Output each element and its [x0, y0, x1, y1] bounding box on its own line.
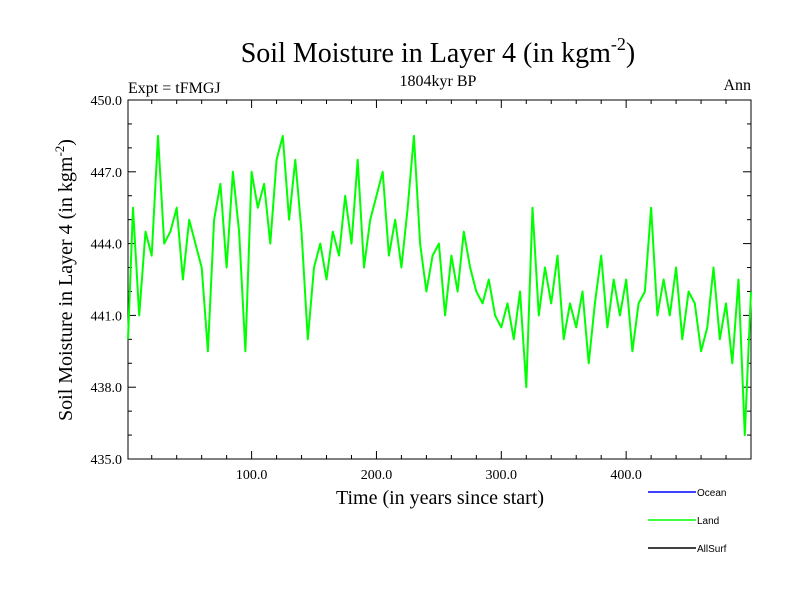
- legend-label-land: Land: [697, 516, 719, 527]
- x-tick-label: 100.0: [236, 468, 268, 483]
- x-tick-label: 200.0: [361, 468, 393, 483]
- x-axis: 100.0 200.0 300.0 400.0: [151, 100, 727, 483]
- series-line-land: [127, 134, 752, 437]
- y-tick-label: 438.0: [91, 381, 123, 396]
- x-tick-label: 400.0: [610, 468, 642, 483]
- x-tick-label: 300.0: [486, 468, 518, 483]
- chart-title: Soil Moisture in Layer 4 (in kgm-2): [241, 34, 636, 69]
- experiment-label: Expt = tFMGJ: [128, 80, 221, 97]
- y-tick-label: 447.0: [91, 166, 123, 181]
- legend: Ocean Land AllSurf: [648, 488, 727, 555]
- legend-label-ocean: Ocean: [697, 488, 726, 499]
- y-axis-label: Soil Moisture in Layer 4 (in kgm-2): [52, 139, 77, 421]
- chart-subtitle: 1804kyr BP: [400, 73, 477, 90]
- y-tick-label: 444.0: [91, 238, 123, 253]
- legend-label-allsurf: AllSurf: [697, 544, 727, 555]
- season-label: Ann: [723, 77, 751, 94]
- y-axis: 435.0 438.0 441.0 444.0 447.0 450.0: [91, 94, 751, 468]
- x-axis-label: Time (in years since start): [336, 487, 544, 509]
- y-tick-label: 450.0: [91, 94, 123, 109]
- y-tick-label: 441.0: [91, 309, 123, 324]
- y-tick-label: 435.0: [91, 453, 123, 468]
- plot-area: [127, 99, 752, 460]
- series-group: [127, 134, 752, 437]
